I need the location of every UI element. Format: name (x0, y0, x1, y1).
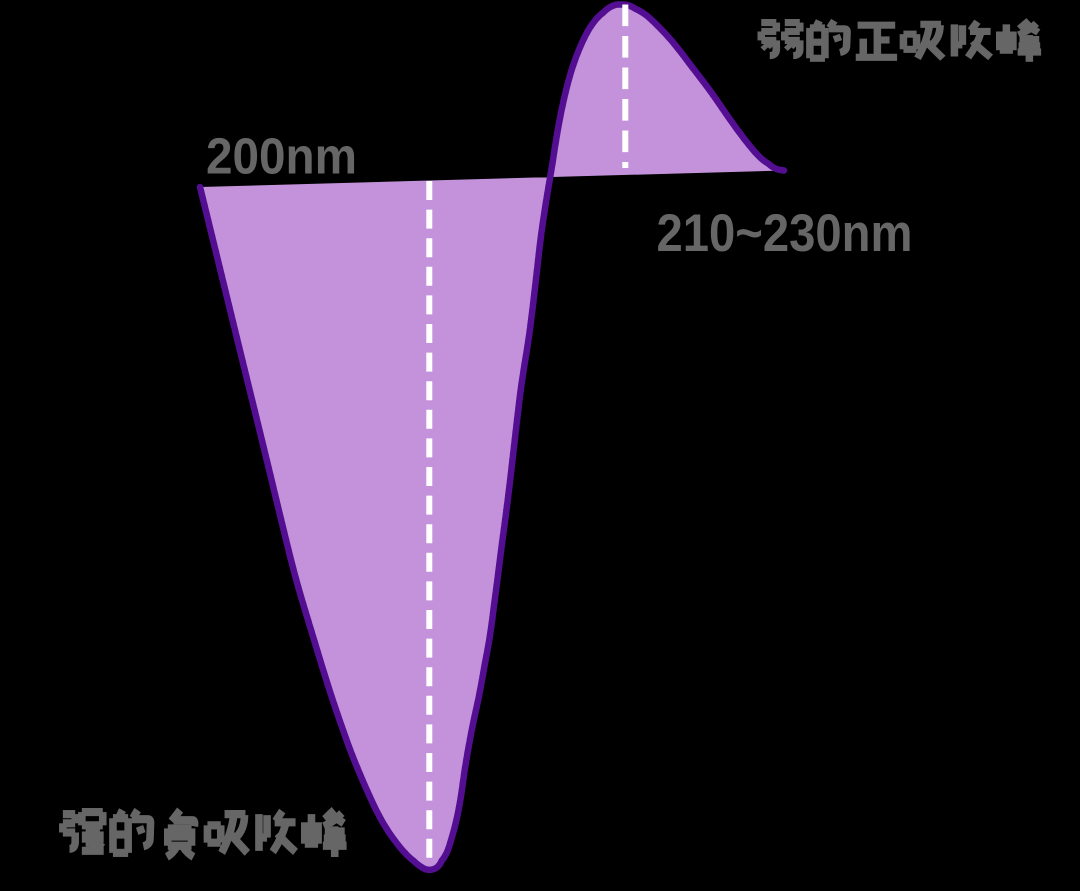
svg-text:210~230nm: 210~230nm (657, 204, 913, 263)
svg-text:200nm: 200nm (206, 128, 357, 185)
